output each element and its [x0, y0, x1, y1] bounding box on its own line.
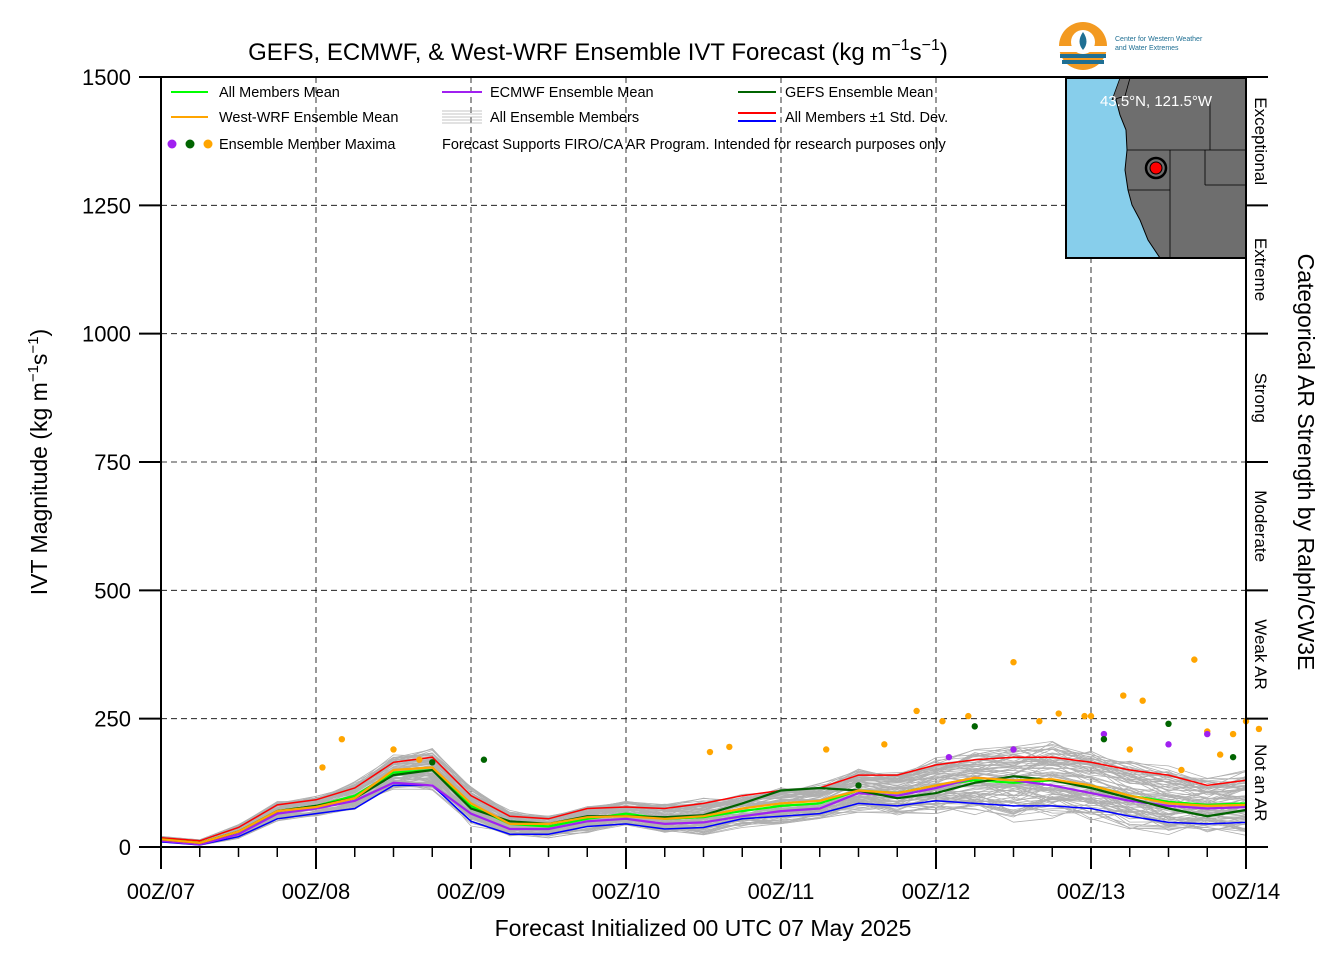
- x-tick-label: 00Z/13: [1057, 879, 1126, 904]
- x-tick-label: 00Z/10: [592, 879, 661, 904]
- y-tick-label: 500: [94, 578, 131, 603]
- maxima-dot: [1204, 730, 1211, 738]
- legend-all-mean: All Members Mean: [219, 85, 340, 101]
- cw3e-logo: Center for Western Weather and Water Ext…: [1059, 22, 1203, 70]
- logo-text-2: and Water Extremes: [1115, 45, 1179, 52]
- maxima-dot: [1100, 736, 1108, 743]
- legend-all-members: All Ensemble Members: [490, 110, 639, 126]
- maxima-dot: [1139, 697, 1146, 704]
- legend: All Members Mean ECMWF Ensemble Mean GEF…: [167, 85, 948, 153]
- maxima-dot: [726, 743, 733, 751]
- maxima-dot: [1055, 710, 1062, 717]
- maxima-dot: [1126, 746, 1133, 753]
- maxima-dot: [1036, 718, 1043, 725]
- maxima-dot: [319, 764, 326, 771]
- maxima-dot: [945, 753, 953, 761]
- maxima-dot: [1120, 692, 1127, 699]
- inset-map: 43.5°N, 121.5°W: [1065, 77, 1247, 259]
- ensemble-members: [160, 740, 1247, 846]
- maxima-dot: [390, 746, 397, 753]
- legend-dot-ecmwf: [167, 139, 177, 149]
- maxima-dot: [971, 723, 978, 730]
- legend-std-dev: All Members ±1 Std. Dev.: [785, 110, 948, 126]
- maxima-dot: [338, 736, 346, 743]
- maxima-dot: [1010, 746, 1017, 753]
- maxima-dot: [939, 718, 946, 725]
- maxima-dot: [913, 707, 920, 715]
- category-label: Strong: [1251, 373, 1270, 423]
- ensemble-member-line: [160, 758, 1247, 842]
- y-tick-label: 0: [119, 835, 131, 860]
- x-tick-label: 00Z/07: [127, 879, 196, 904]
- series-line: [160, 784, 1247, 846]
- legend-gefs-mean: GEFS Ensemble Mean: [785, 85, 933, 101]
- category-label: Weak AR: [1251, 619, 1270, 690]
- ensemble-member-line: [160, 743, 1247, 842]
- category-label: Not an AR: [1251, 744, 1270, 822]
- x-tick-label: 00Z/12: [902, 879, 971, 904]
- category-label: Exceptional: [1251, 97, 1270, 185]
- x-tick-label: 00Z/08: [282, 879, 351, 904]
- maxima-dot: [1191, 656, 1198, 663]
- legend-wwrf-mean: West-WRF Ensemble Mean: [219, 110, 398, 126]
- legend-dot-gefs: [185, 139, 195, 149]
- maxima-dot: [1255, 725, 1263, 733]
- location-marker-icon: [1144, 156, 1168, 180]
- ar-category-axis: Not an AR Weak AR Moderate Strong Extreme Exc…: [1245, 76, 1270, 848]
- series-line: [160, 766, 1247, 845]
- legend-maxima: Ensemble Member Maxima: [219, 137, 396, 153]
- maxima-dot: [1216, 751, 1224, 758]
- maxima-dot: [1100, 730, 1108, 738]
- maxima-dot: [416, 756, 423, 763]
- maxima-dot: [1165, 741, 1172, 748]
- chart-title: GEFS, ECMWF, & West-WRF Ensemble IVT For…: [248, 37, 948, 66]
- legend-dot-wwrf: [203, 139, 213, 149]
- maxima-dot: [1178, 766, 1185, 774]
- legend-note: Forecast Supports FIRO/CA AR Program. In…: [442, 137, 946, 153]
- maxima-dot: [706, 748, 714, 756]
- legend-ecmwf-mean: ECMWF Ensemble Mean: [490, 85, 654, 101]
- series-lines: [160, 756, 1247, 846]
- axis-ticks: 0 250 500 750 1000 1250 1500 00Z/07 00Z/08 00Z/09…: [82, 65, 1280, 904]
- ensemble-member-line: [160, 755, 1247, 842]
- inset-location-label: 43.5°N, 121.5°W: [1100, 93, 1213, 110]
- right-axis-label: Categorical AR Strength by Ralph/CW3E: [1293, 254, 1319, 671]
- maxima-dot: [480, 756, 488, 763]
- x-axis-label: Forecast Initialized 00 UTC 07 May 2025: [495, 915, 912, 941]
- category-label: Extreme: [1251, 238, 1270, 301]
- maxima-dot: [1081, 712, 1088, 720]
- y-tick-label: 1250: [82, 193, 131, 218]
- maxima-dot: [1087, 712, 1095, 720]
- ensemble-member-line: [160, 782, 1247, 845]
- maxima-dot: [823, 746, 830, 753]
- logo-text-1: Center for Western Weather: [1115, 36, 1203, 43]
- ensemble-member-line: [160, 752, 1247, 841]
- x-tick-label: 00Z/09: [437, 879, 506, 904]
- y-tick-label: 250: [94, 707, 131, 732]
- maxima-dot: [429, 759, 436, 766]
- ensemble-member-line: [160, 740, 1247, 841]
- y-tick-label: 1000: [82, 322, 131, 347]
- maxima-dot: [1229, 753, 1237, 761]
- category-label: Moderate: [1251, 490, 1270, 562]
- series-line: [160, 776, 1247, 846]
- ensemble-member-line: [160, 785, 1247, 846]
- x-tick-label: 00Z/11: [748, 879, 815, 904]
- series-line: [160, 756, 1247, 842]
- maxima-dot: [965, 712, 972, 720]
- y-tick-label: 750: [94, 450, 131, 475]
- ensemble-member-line: [160, 759, 1247, 843]
- y-axis-label: IVT Magnitude (kg m−1s−1): [25, 329, 52, 595]
- maxima-dot: [1229, 730, 1237, 738]
- maxima-dot: [1010, 659, 1017, 666]
- maxima-dot: [855, 782, 862, 789]
- y-tick-label: 1500: [82, 65, 131, 90]
- x-tick-label: 00Z/14: [1212, 879, 1281, 904]
- maxima-dot: [881, 741, 888, 748]
- logo-drop-icon: [1079, 32, 1087, 50]
- ensemble-maxima: [319, 656, 1263, 789]
- maxima-dot: [1165, 720, 1172, 727]
